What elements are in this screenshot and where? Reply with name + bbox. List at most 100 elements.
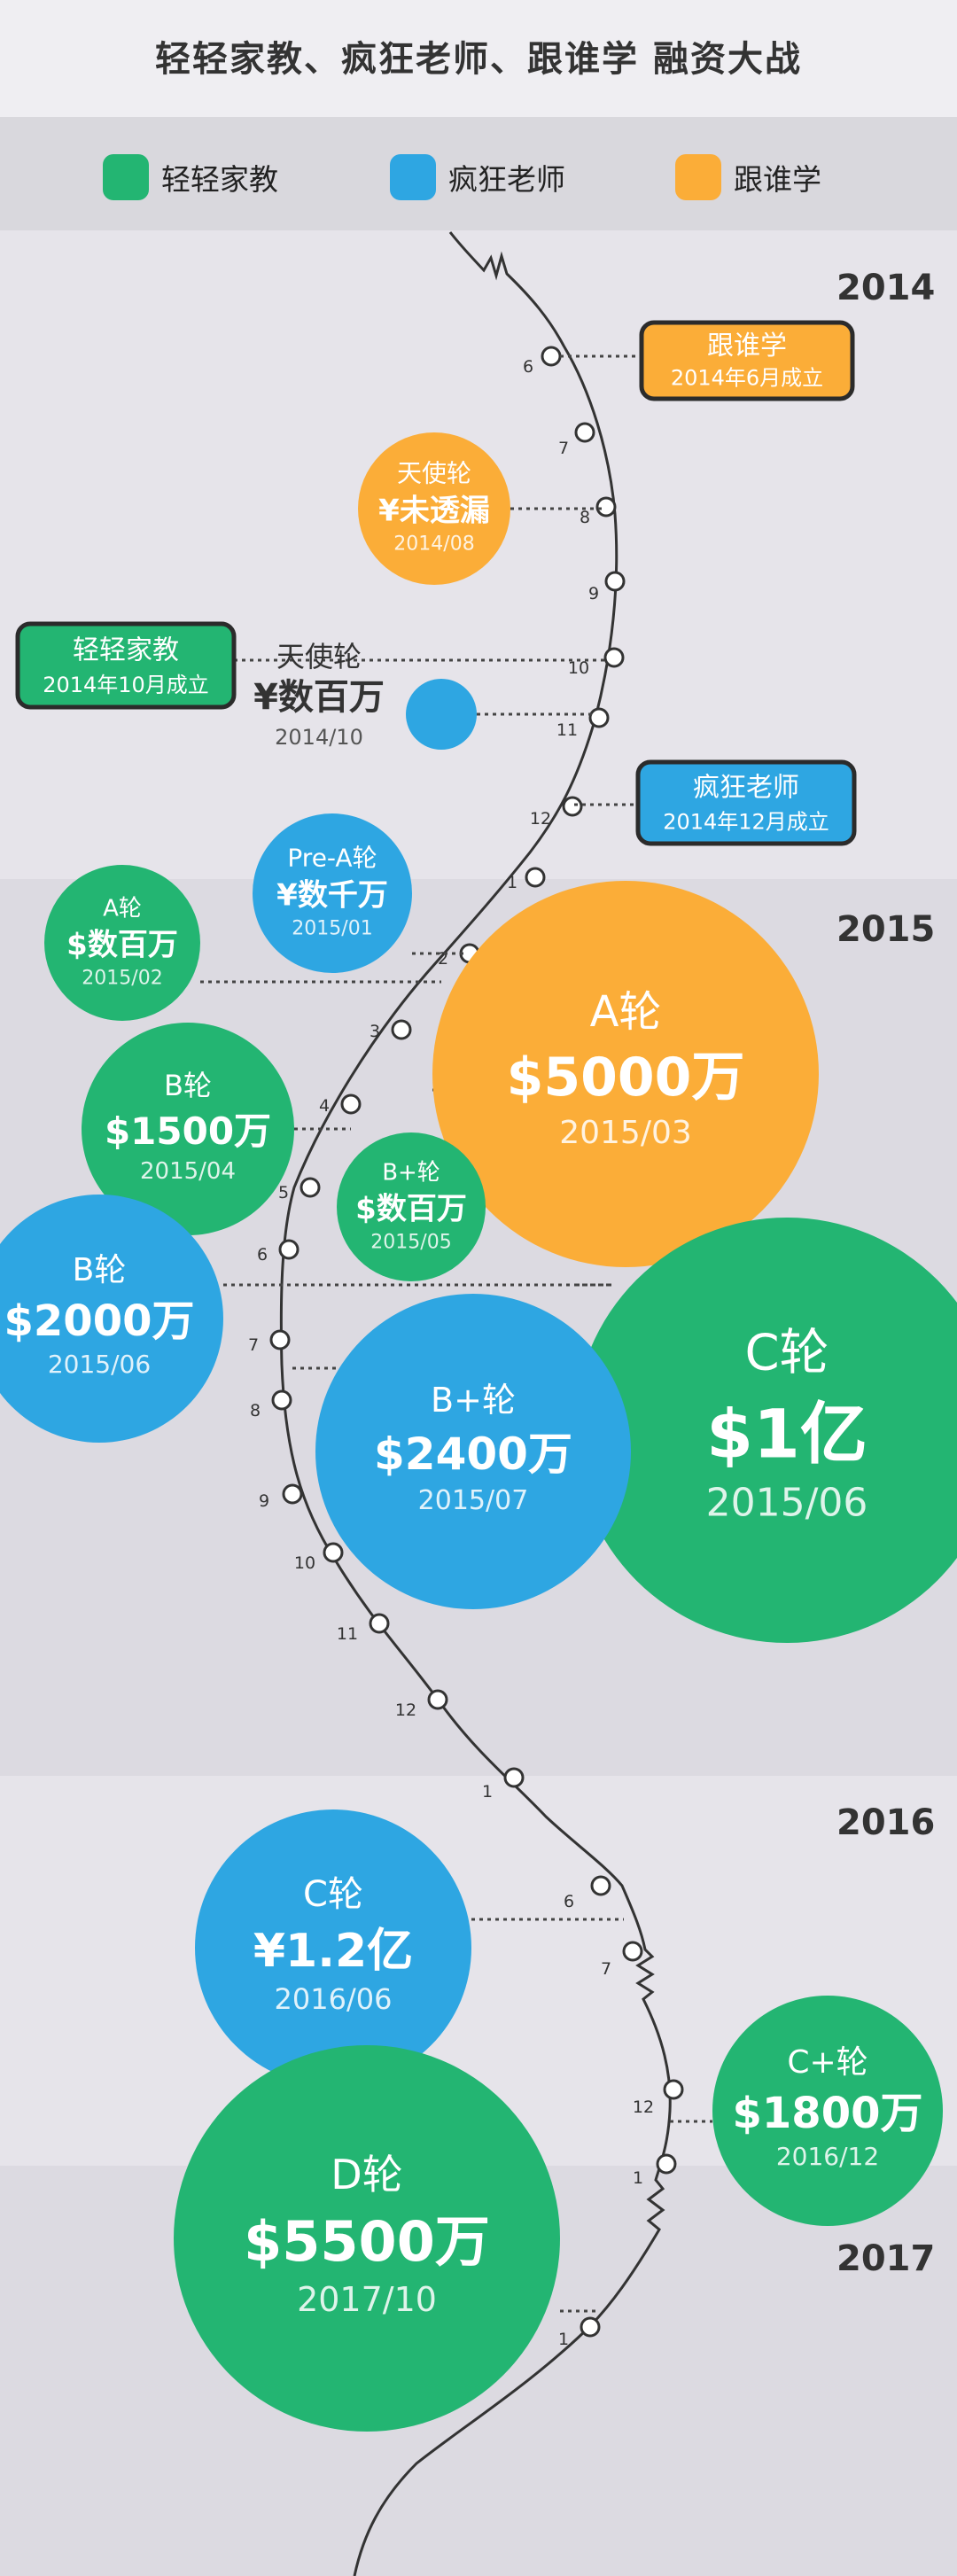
round-amount: $2000万 xyxy=(4,1296,195,1346)
month-label: 9 xyxy=(588,584,599,603)
round-amount: $5500万 xyxy=(244,2209,490,2274)
round-name: A轮 xyxy=(103,895,142,922)
funding-round-bubble: Pre-A轮 ¥数千万 2015/01 xyxy=(253,813,466,973)
founded-label: 轻轻家教 2014年10月成立 xyxy=(15,621,604,710)
month-label: 12 xyxy=(530,809,551,829)
round-amount: ¥数千万 xyxy=(276,878,388,914)
month-label: 11 xyxy=(556,720,578,740)
funding-round-bubble: C轮 $1亿 2015/06 xyxy=(574,1218,957,1643)
round-name: B轮 xyxy=(164,1069,212,1102)
funding-round-bubble: A轮 $数百万 2015/02 xyxy=(44,865,441,1021)
round-name: A轮 xyxy=(590,987,662,1037)
round-date: 2015/03 xyxy=(559,1115,692,1151)
legend-swatch-green xyxy=(103,154,149,200)
legend-item-fengkuang: 疯狂老师 xyxy=(390,152,565,202)
timeline-month-marker: 12 xyxy=(633,2079,684,2117)
legend-item-genshuixue: 跟谁学 xyxy=(675,152,821,202)
round-date: 2014/10 xyxy=(275,725,363,750)
funding-round-bubble: B轮 $2000万 2015/06 xyxy=(0,1195,611,1443)
legend-label: 跟谁学 xyxy=(734,162,821,197)
timeline-month-marker: 8 xyxy=(250,1389,292,1420)
founded-date: 2014年6月成立 xyxy=(671,366,823,391)
funding-round-bubble: B+轮 $数百万 2015/05 xyxy=(337,1132,486,1281)
timeline-line xyxy=(279,231,672,2576)
funding-round-bubble: 天使轮 ¥数百万 2014/10 xyxy=(253,640,595,750)
founded-company: 轻轻家教 xyxy=(73,634,179,665)
bubble-circle xyxy=(432,881,819,1267)
timeline-month-marker: 1 xyxy=(507,867,546,892)
founded-company: 疯狂老师 xyxy=(693,773,799,804)
round-amount: $1亿 xyxy=(706,1394,868,1473)
bubble-circle xyxy=(358,432,510,585)
timeline-month-marker: 12 xyxy=(530,796,583,829)
timeline-month-marker: 10 xyxy=(294,1542,344,1573)
timeline-month-marker: 6 xyxy=(564,1875,611,1911)
legend-item-qingqing: 轻轻家教 xyxy=(103,152,278,202)
round-date: 2016/06 xyxy=(275,1982,393,2016)
timeline-month-marker: 7 xyxy=(558,422,595,458)
bubble-circle xyxy=(0,1195,223,1443)
legend: 轻轻家教 疯狂老师 跟谁学 xyxy=(0,117,957,230)
legend-label: 疯狂老师 xyxy=(448,162,565,197)
timeline-month-marker: 12 xyxy=(395,1689,448,1720)
round-date: 2016/12 xyxy=(776,2142,879,2171)
funding-round-bubble: C轮 ¥1.2亿 2016/06 xyxy=(195,1809,624,2086)
funding-round-bubble: C+轮 $1800万 2016/12 xyxy=(670,1996,943,2226)
founded-company: 跟谁学 xyxy=(707,331,787,362)
timeline-month-marker: 10 xyxy=(568,647,625,678)
year-label-2014: 2014 xyxy=(836,268,936,308)
bubble-circle xyxy=(44,865,200,1021)
founded-date: 2014年10月成立 xyxy=(43,673,209,697)
bubble-circle xyxy=(712,1996,943,2226)
round-date: 2015/06 xyxy=(706,1480,868,1525)
timeline-month-marker: 3 xyxy=(370,1019,412,1041)
timeline-month-marker: 5 xyxy=(278,1177,321,1202)
round-name: D轮 xyxy=(331,2151,402,2199)
month-label: 8 xyxy=(250,1401,261,1420)
month-label: 2 xyxy=(438,949,448,969)
timeline-month-marker: 11 xyxy=(556,707,610,740)
bubble-circle xyxy=(315,1294,631,1609)
funding-round-bubble: 天使轮 ¥未透漏 2014/08 xyxy=(358,432,606,585)
round-date: 2014/08 xyxy=(393,533,474,556)
timeline-month-marker: 7 xyxy=(248,1329,291,1355)
month-label: 6 xyxy=(523,357,533,377)
round-amount: $1500万 xyxy=(105,1109,271,1153)
month-label: 3 xyxy=(370,1022,380,1041)
year-label-2015: 2015 xyxy=(836,909,936,950)
round-date: 2017/10 xyxy=(297,2280,437,2319)
round-name: Pre-A轮 xyxy=(287,843,377,872)
month-label: 10 xyxy=(568,658,589,678)
legend-label: 轻轻家教 xyxy=(161,162,278,197)
bubble-circle xyxy=(253,813,412,973)
round-date: 2015/02 xyxy=(82,968,162,990)
round-name: B+轮 xyxy=(382,1159,440,1186)
round-amount: $5000万 xyxy=(507,1047,745,1109)
month-label: 11 xyxy=(337,1624,358,1644)
founded-label: 疯狂老师 2014年12月成立 xyxy=(574,759,857,846)
month-label: 10 xyxy=(294,1553,315,1573)
month-label: 1 xyxy=(482,1782,493,1802)
bubble-circle xyxy=(574,1218,957,1643)
timeline-month-marker: 4 xyxy=(319,1093,362,1116)
round-amount: $数百万 xyxy=(355,1192,467,1227)
title-bar: 轻轻家教、疯狂老师、跟谁学 融资大战 xyxy=(0,0,957,117)
funding-round-bubble: B+轮 $2400万 2015/07 xyxy=(292,1294,631,1609)
month-label: 1 xyxy=(558,2330,569,2349)
month-label: 12 xyxy=(633,2097,654,2117)
timeline-month-marker: 9 xyxy=(588,571,626,603)
month-label: 6 xyxy=(564,1892,574,1911)
month-label: 1 xyxy=(633,2168,643,2188)
page-title: 轻轻家教、疯狂老师、跟谁学 融资大战 xyxy=(155,39,802,80)
funding-round-bubble: B轮 $1500万 2015/04 xyxy=(82,1023,351,1235)
bubble-circle xyxy=(337,1132,486,1281)
bubble-circle xyxy=(406,679,477,750)
timeline-month-marker: 1 xyxy=(482,1767,525,1802)
month-label: 4 xyxy=(319,1096,330,1116)
round-name: 天使轮 xyxy=(397,458,471,487)
month-label: 8 xyxy=(580,508,590,527)
legend-swatch-orange xyxy=(675,154,721,200)
month-label: 9 xyxy=(259,1491,269,1511)
month-label: 5 xyxy=(278,1183,289,1202)
